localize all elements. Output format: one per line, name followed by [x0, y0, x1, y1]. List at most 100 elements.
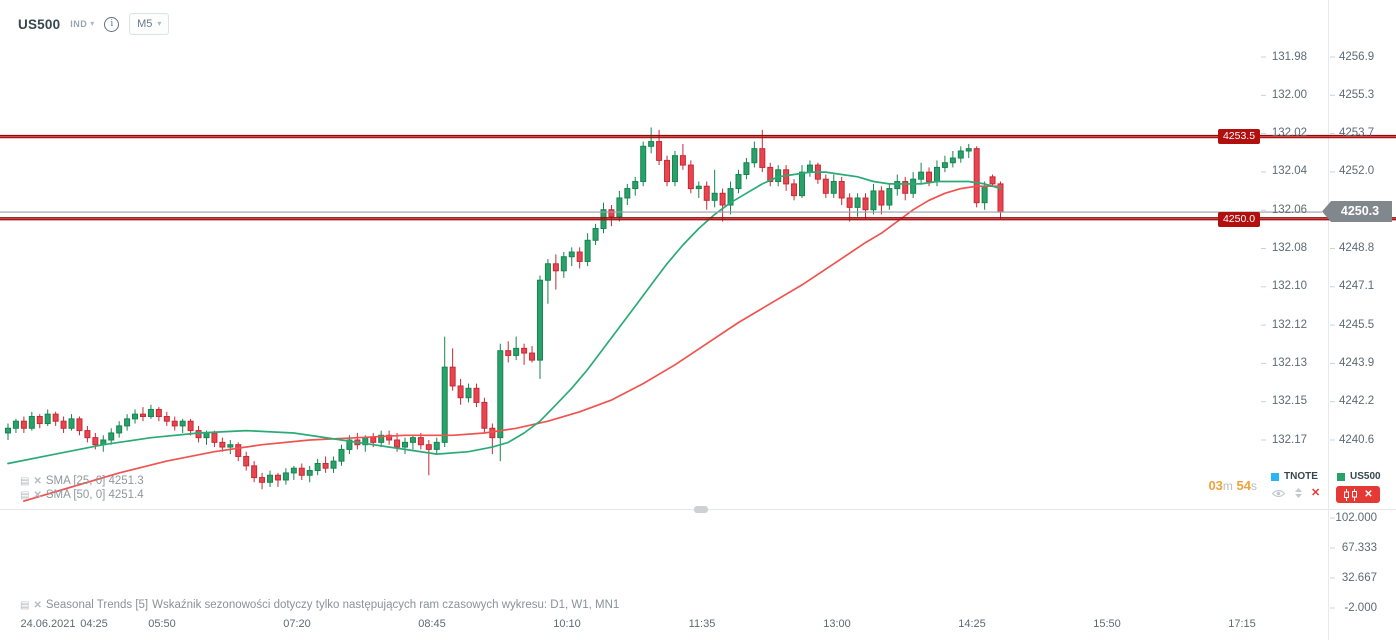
seasonal-trends-row: ▤ ✕ Seasonal Trends [5] Wskaźnik sezonow… — [20, 599, 619, 611]
tnote-axis-label: 132.08 — [1271, 242, 1307, 254]
tnote-axis-label: 132.15 — [1271, 395, 1307, 408]
us500-axis-label: 4248.8 — [1339, 242, 1375, 254]
candle-body — [211, 432, 218, 443]
candle-body — [259, 477, 266, 483]
candle-countdown-timer: 03m 54s — [1208, 478, 1257, 493]
candle-body — [632, 181, 639, 190]
candle-body — [243, 455, 250, 467]
candle-body — [267, 474, 274, 483]
tnote-axis-label: 132.04 — [1271, 165, 1307, 178]
timeframe-selector[interactable]: M5 ▾ — [129, 13, 170, 35]
indicator-panel-icon[interactable]: ▤ — [20, 599, 30, 611]
time-axis[interactable]: 24.06.2021 04:25 05:50 07:20 08:45 10:10 11:35… — [0, 618, 1396, 634]
candle-body — [124, 418, 131, 427]
candle-body — [346, 439, 353, 450]
candle-body — [68, 418, 75, 429]
tnote-axis-label: 132.10 — [1271, 280, 1307, 293]
candle-body — [251, 465, 258, 479]
candle-body — [854, 197, 861, 208]
candle-body — [44, 413, 51, 425]
tnote-axis-label: 132.12 — [1271, 318, 1307, 331]
us500-axis-label: 4253.7 — [1339, 127, 1375, 140]
timer-minutes: 03 — [1208, 478, 1223, 493]
us500-axis-label: 4252.0 — [1339, 165, 1375, 178]
candle-body — [298, 467, 305, 476]
candle-body — [711, 192, 718, 201]
time-axis-label: 15:50 — [1093, 618, 1121, 630]
candle-body — [910, 178, 917, 194]
indicator-panel-icon[interactable]: ▤ — [20, 475, 30, 487]
timeframe-value: M5 — [137, 18, 153, 30]
candle-body — [108, 432, 115, 441]
time-axis-label: 05:50 — [148, 618, 176, 630]
candle-body — [862, 197, 869, 211]
candle-body — [84, 430, 91, 439]
us500-chart-controls-button[interactable]: ✕ — [1336, 486, 1380, 503]
candle-body — [330, 460, 337, 469]
candle-body — [163, 416, 170, 422]
tnote-axis-label: 132.13 — [1271, 356, 1307, 369]
candle-body — [830, 181, 837, 194]
tnote-axis-label: 132.00 — [1271, 88, 1307, 101]
candle-body — [759, 148, 766, 168]
pane-resize-handle[interactable] — [694, 506, 708, 513]
sma25-line — [7, 171, 1002, 465]
close-icon[interactable]: ✕ — [1311, 486, 1321, 499]
time-axis-label: 13:00 — [823, 618, 851, 630]
candle-body — [282, 472, 289, 481]
candle-body — [608, 209, 615, 218]
candle-body — [12, 420, 19, 429]
info-icon[interactable]: i — [104, 16, 120, 32]
close-icon[interactable]: ✕ — [33, 489, 42, 501]
indicator-axis-label: 67.333 — [1341, 541, 1377, 554]
candle-body — [799, 171, 805, 197]
tnote-legend-controls: ✕ — [1271, 487, 1320, 499]
candle-body — [322, 462, 329, 469]
candle-body — [536, 279, 543, 361]
candle-body — [290, 467, 297, 474]
candle-body — [965, 148, 972, 152]
candle-body — [139, 413, 146, 418]
close-icon: ✕ — [1364, 488, 1373, 500]
candle-body — [695, 185, 702, 190]
tnote-legend-label: TNOTE — [1284, 471, 1318, 482]
instrument-type-dropdown[interactable]: IND ▾ — [70, 19, 94, 29]
candlestick-type-icon — [1344, 488, 1358, 501]
indicator-panel-icon[interactable]: ▤ — [20, 489, 30, 501]
tnote-axis-label: 132.06 — [1271, 203, 1307, 216]
timer-seconds: 54 — [1236, 478, 1251, 493]
candle-body — [489, 427, 496, 439]
close-icon[interactable]: ✕ — [33, 599, 42, 611]
candle-body — [719, 192, 726, 206]
candle-body — [822, 178, 829, 194]
us500-axis-label: 4245.5 — [1339, 318, 1375, 331]
date-label: 24.06.2021 — [20, 618, 76, 630]
timer-seconds-unit: s — [1251, 479, 1257, 493]
candle-body — [20, 420, 27, 429]
candle-body — [870, 190, 877, 211]
candle-body — [409, 437, 416, 443]
candle-body — [918, 171, 925, 180]
candle-body — [155, 408, 162, 418]
candle-body — [171, 420, 178, 427]
indicator-axis-label: -2.000 — [1344, 601, 1377, 614]
candle-body — [314, 462, 321, 472]
candle-body — [219, 441, 226, 448]
candle-body — [552, 263, 559, 272]
candle-body — [92, 437, 99, 446]
us500-axis-label: 4255.3 — [1339, 88, 1375, 101]
tnote-axis-label: 131.98 — [1271, 50, 1307, 63]
time-axis-label: 14:25 — [958, 618, 986, 630]
symbol-name: US500 — [18, 16, 61, 32]
eye-icon[interactable] — [1271, 488, 1286, 499]
candle-body — [521, 347, 528, 354]
level-price-badge[interactable]: 4253.5 — [1218, 129, 1260, 144]
current-price-badge: 4250.3 — [1322, 201, 1392, 222]
sort-arrows-icon[interactable] — [1294, 487, 1303, 499]
us500-legend-label: US500 — [1350, 471, 1381, 482]
close-icon[interactable]: ✕ — [33, 475, 42, 487]
level-price-badge[interactable]: 4250.0 — [1218, 211, 1260, 227]
candle-body — [727, 188, 734, 206]
